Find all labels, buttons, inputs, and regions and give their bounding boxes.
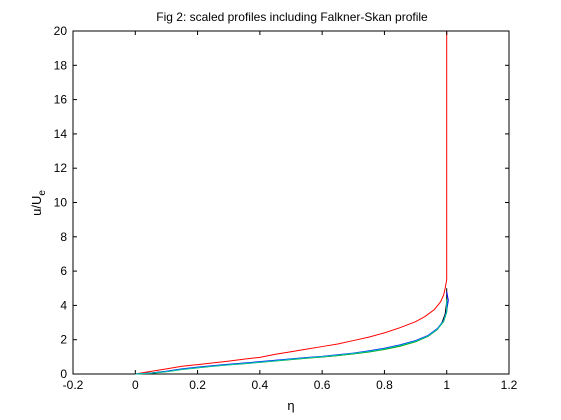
y-axis: 0 2 4 6 8 10 12 14 16 18 20: [54, 24, 509, 381]
series-line-2: [135, 288, 448, 375]
y-axis-label: u/Ue: [29, 190, 48, 216]
series-layer: [135, 31, 449, 375]
y-tick-label: 20: [54, 24, 68, 38]
x-tick-label: 0.2: [189, 378, 206, 392]
x-tick-label: 0.4: [252, 378, 269, 392]
x-tick-label: 1: [443, 378, 450, 392]
chart-title: Fig 2: scaled profiles including Falkner…: [156, 10, 428, 24]
svg-text:u/Ue: u/Ue: [29, 190, 48, 216]
y-tick-label: 4: [60, 298, 67, 312]
y-tick-label: 0: [60, 367, 67, 381]
y-tick-label: 8: [60, 230, 67, 244]
x-tick-label: 0.8: [376, 378, 393, 392]
y-tick-label: 10: [54, 196, 68, 210]
y-tick-label: 16: [54, 93, 68, 107]
y-axis-label-main: u/U: [29, 196, 44, 216]
x-axis: -0.2 0 0.2 0.4 0.6 0.8 1 1.2: [63, 31, 518, 392]
series-line-4: [135, 298, 448, 375]
plot-frame: [72, 30, 510, 375]
series-line-3: [135, 291, 449, 375]
series-line-5: [135, 300, 448, 375]
x-tick-label: -0.2: [63, 378, 84, 392]
y-tick-label: 2: [60, 333, 67, 347]
y-tick-label: 6: [60, 264, 67, 278]
series-line-1: [135, 31, 448, 375]
y-axis-label-subscript: e: [37, 190, 48, 196]
x-axis-label: η: [287, 398, 294, 413]
x-tick-label: 0.6: [314, 378, 331, 392]
y-tick-label: 18: [54, 58, 68, 72]
y-tick-label: 14: [54, 127, 68, 141]
x-tick-label: 1.2: [501, 378, 518, 392]
y-tick-label: 12: [54, 161, 68, 175]
x-tick-label: 0: [132, 378, 139, 392]
